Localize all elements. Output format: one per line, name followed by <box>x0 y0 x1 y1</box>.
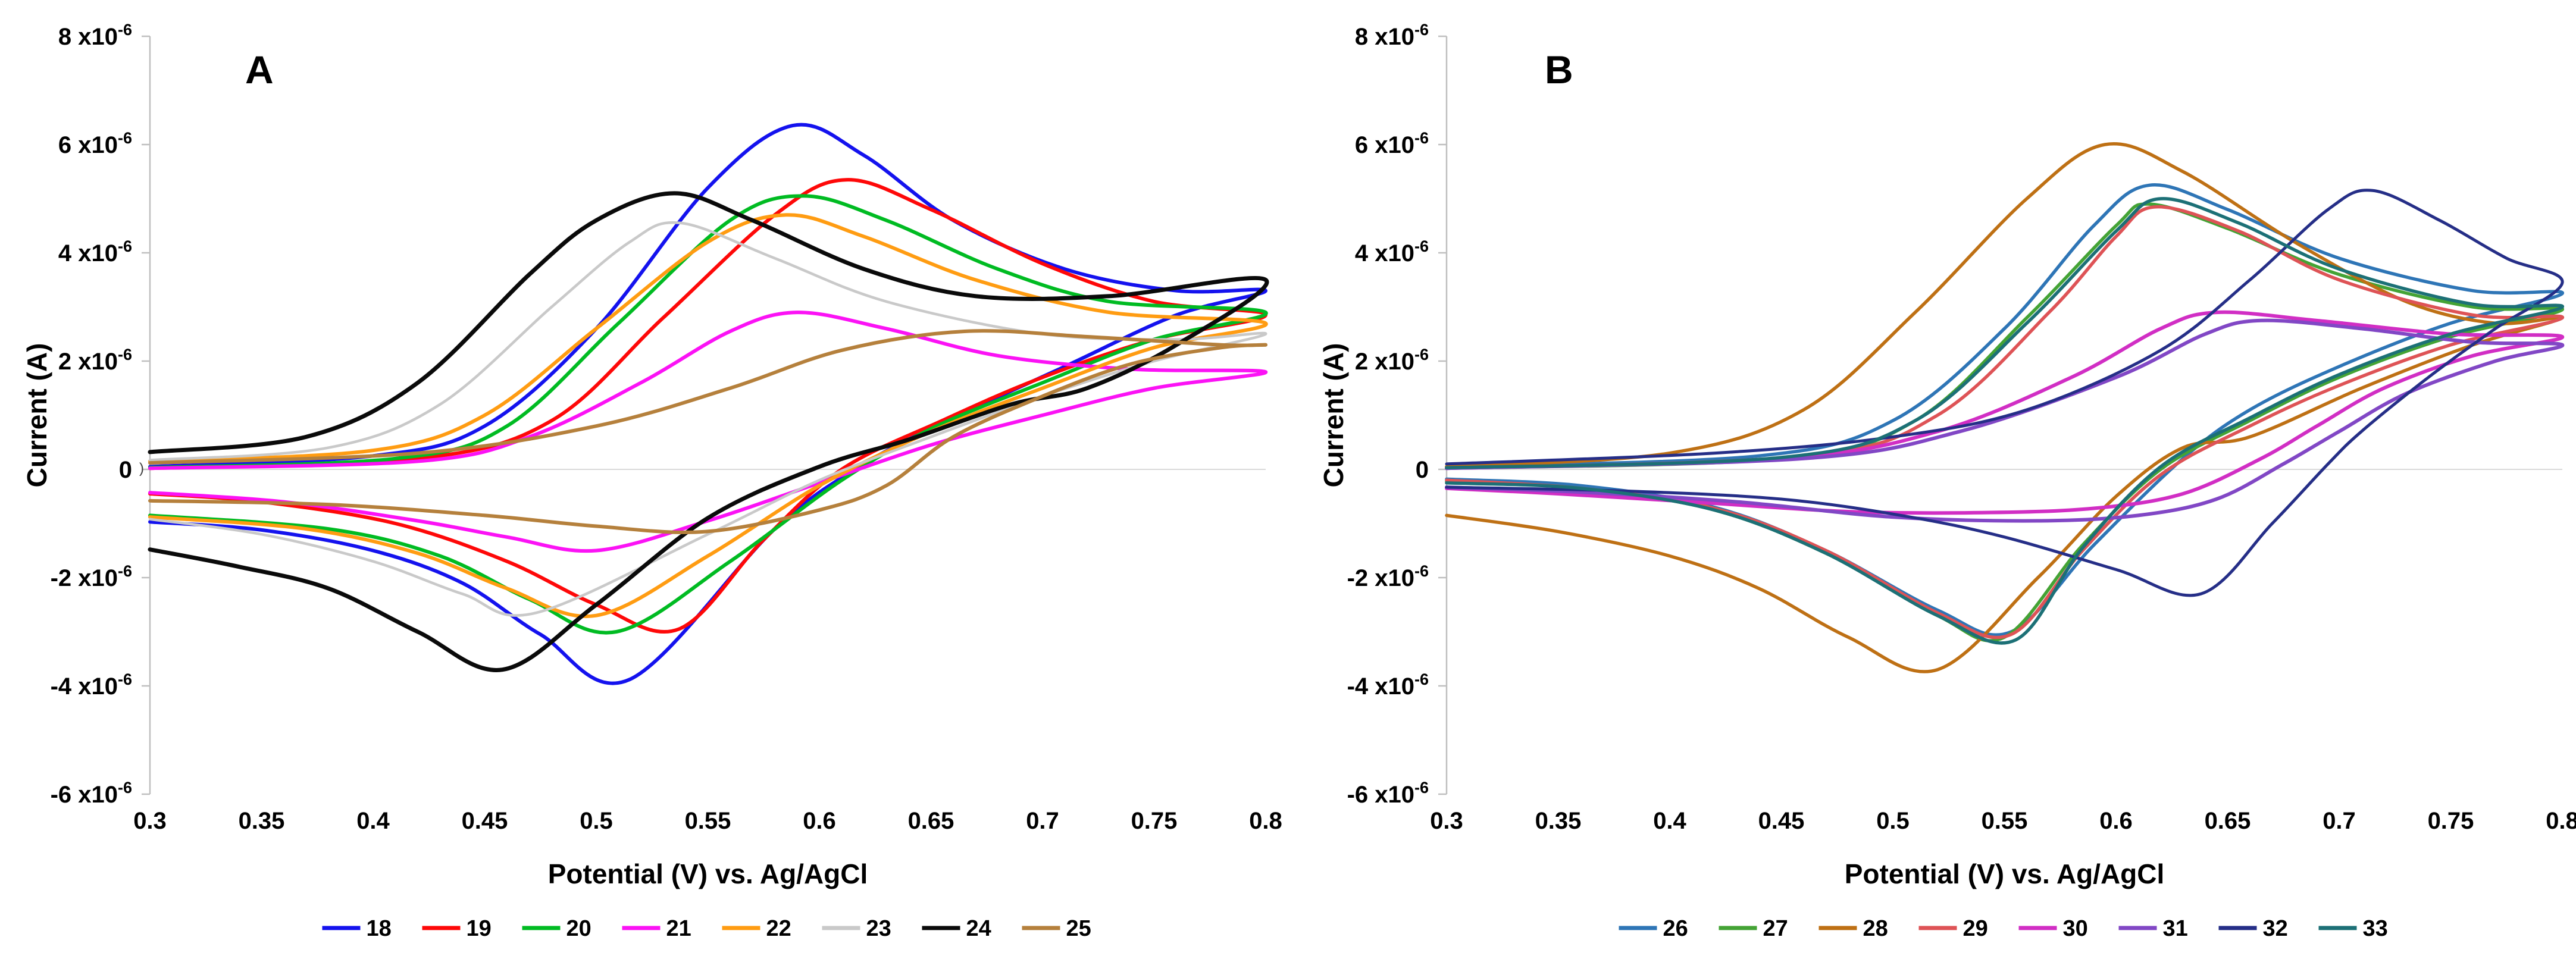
y-axis-title: Current (A) <box>1318 343 1349 488</box>
legend-label: 30 <box>2063 916 2088 941</box>
y-tick-label: -2 x10-6 <box>1347 562 1429 591</box>
cv-curve-31 <box>1445 318 2565 523</box>
legend-item: 30 <box>2018 916 2088 941</box>
legend-item: 28 <box>1818 916 1888 941</box>
legend-item: 27 <box>1719 916 1788 941</box>
legend-label: 21 <box>666 916 691 941</box>
x-tick-label: 0.35 <box>239 808 285 834</box>
legend-item: 23 <box>822 916 891 941</box>
y-tick-label: -4 x10-6 <box>51 670 132 700</box>
x-tick-label: 0.75 <box>1131 808 1178 834</box>
x-tick-label: 0.7 <box>2323 808 2356 834</box>
x-tick-label: 0.4 <box>356 808 390 834</box>
x-tick-label: 0.6 <box>803 808 836 834</box>
cv-curve-27 <box>1445 202 2564 642</box>
legend-b: 26 27 28 29 30 31 32 33 <box>1619 916 2388 941</box>
x-tick-label: 0.3 <box>1430 808 1463 834</box>
legend-label: 24 <box>966 916 991 941</box>
chart-a: 8 x10-6 6 x10-6 4 x10-6 2 x10-6 0) -2 x10-6 -4… <box>21 21 1282 941</box>
legend-label: 33 <box>2363 916 2388 941</box>
y-tick-label: -4 x10-6 <box>1347 670 1429 700</box>
legend-item: 22 <box>722 916 791 941</box>
x-tick-label: 0.5 <box>1876 808 1910 834</box>
x-tick-label: 0.55 <box>1982 808 2028 834</box>
legend-label: 19 <box>467 916 492 941</box>
y-tick-label: 8 x10-6 <box>1355 21 1429 50</box>
cv-curve-23 <box>148 221 1267 617</box>
x-tick-label: 0.8 <box>2546 808 2576 834</box>
x-tick-label: 0.7 <box>1026 808 1059 834</box>
cv-curve-22 <box>148 213 1268 619</box>
x-axis-title: Potential (V) vs. Ag/AgCl <box>548 858 868 889</box>
cv-curve-24 <box>148 191 1269 672</box>
legend-label: 29 <box>1963 916 1988 941</box>
legend-item: 24 <box>922 916 991 941</box>
x-tick-label: 0.6 <box>2099 808 2133 834</box>
legend-item: 25 <box>1022 916 1091 941</box>
x-tick-label: 0.4 <box>1653 808 1686 834</box>
cv-curve-32 <box>1445 189 2564 597</box>
x-tick-label: 0.45 <box>462 808 508 834</box>
cv-curve-29 <box>1445 205 2564 639</box>
y-tick-label: 2 x10-6 <box>58 346 132 375</box>
legend-item: 20 <box>522 916 591 941</box>
legend-label: 25 <box>1066 916 1091 941</box>
y-tick-label: -2 x10-6 <box>51 562 132 591</box>
cv-curve-21 <box>148 311 1268 553</box>
panel-label-b: B <box>1545 48 1573 92</box>
x-axis-title: Potential (V) vs. Ag/AgCl <box>1845 858 2165 889</box>
y-tick-label: 4 x10-6 <box>1355 237 1429 267</box>
y-tick-label: -6 x10-6 <box>1347 779 1429 808</box>
chart-b: 8 x10-6 6 x10-6 4 x10-6 2 x10-6 0 -2 x10-6 -4 … <box>1318 21 2576 941</box>
legend-label: 20 <box>566 916 591 941</box>
legend-item: 33 <box>2318 916 2388 941</box>
y-tick-label: 2 x10-6 <box>1355 346 1429 375</box>
panel-label-a: A <box>245 48 274 92</box>
legend-item: 31 <box>2118 916 2188 941</box>
y-tick-label: 0 <box>119 457 132 483</box>
x-tick-label: 0.5 <box>580 808 613 834</box>
legend-label: 18 <box>367 916 392 941</box>
x-tick-label: 0.8 <box>1249 808 1282 834</box>
legend-item: 21 <box>622 916 691 941</box>
y-tick-label: 6 x10-6 <box>1355 129 1429 158</box>
legend-label: 26 <box>1663 916 1688 941</box>
legend-label: 28 <box>1863 916 1888 941</box>
legend-item: 26 <box>1619 916 1688 941</box>
x-tick-label: 0.65 <box>2205 808 2251 834</box>
y-tick-label: 0 <box>1416 457 1429 483</box>
cv-curve-20 <box>148 194 1268 635</box>
legend-label: 31 <box>2163 916 2188 941</box>
legend-item: 19 <box>422 916 492 941</box>
cv-curve-19 <box>148 178 1267 634</box>
y-tick-label: 6 x10-6 <box>58 129 132 158</box>
y-tick-label: 8 x10-6 <box>58 21 132 50</box>
legend-item: 32 <box>2218 916 2288 941</box>
x-tick-label: 0.65 <box>908 808 954 834</box>
zero-label-artifact: ) <box>139 460 144 476</box>
x-tick-label: 0.55 <box>685 808 731 834</box>
x-tick-label: 0.45 <box>1758 808 1805 834</box>
cv-curve-33 <box>1445 197 2564 645</box>
y-axis-title: Current (A) <box>21 343 52 488</box>
y-tick-label: -6 x10-6 <box>51 779 132 808</box>
y-tick-label: 4 x10-6 <box>58 237 132 267</box>
cv-curve-26 <box>1445 183 2564 637</box>
legend-label: 22 <box>766 916 791 941</box>
legend-item: 18 <box>322 916 392 941</box>
legend-label: 32 <box>2263 916 2288 941</box>
legend-a: 18 19 20 21 22 23 24 25 <box>322 916 1091 941</box>
cv-curve-18 <box>148 123 1267 685</box>
legend-item: 29 <box>1918 916 1988 941</box>
x-tick-label: 0.35 <box>1535 808 1582 834</box>
legend-label: 27 <box>1763 916 1788 941</box>
x-tick-label: 0.75 <box>2428 808 2474 834</box>
legend-label: 23 <box>866 916 891 941</box>
cv-curve-25 <box>148 329 1267 534</box>
x-tick-label: 0.3 <box>133 808 167 834</box>
series-group <box>1445 142 2565 673</box>
series-group <box>148 123 1269 685</box>
